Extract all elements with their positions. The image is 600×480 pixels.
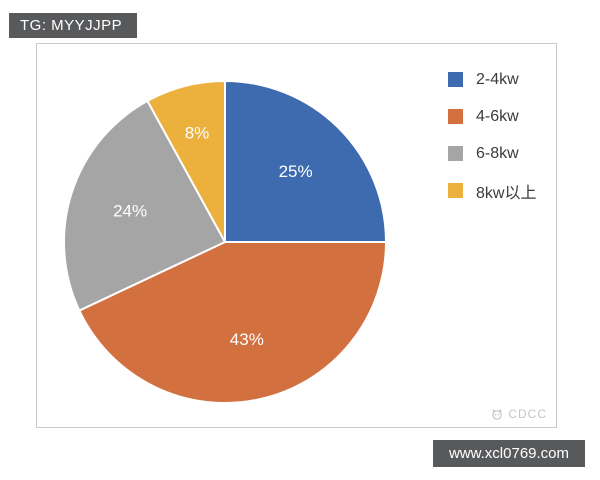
legend-label: 6-8kw bbox=[476, 144, 519, 162]
pie-slice-2-4kw bbox=[224, 80, 387, 243]
legend-item-8kw以上: 8kw以上 bbox=[448, 172, 536, 209]
chart-legend: 2-4kw 4-6kw 6-8kw 8kw以上 bbox=[448, 61, 536, 209]
footer-url-bar: www.xcl0769.com bbox=[433, 440, 585, 467]
legend-label: 4-6kw bbox=[476, 107, 519, 125]
pie-slice-4-6kw bbox=[78, 241, 387, 404]
pie-slice-8kw以上 bbox=[146, 80, 226, 243]
watermark: CDCC bbox=[490, 407, 547, 421]
legend-swatch-icon bbox=[448, 72, 463, 87]
legend-item-6-8kw: 6-8kw bbox=[448, 135, 536, 172]
footer-url-label: www.xcl0769.com bbox=[448, 445, 570, 462]
legend-item-2-4kw: 2-4kw bbox=[448, 61, 536, 98]
source-tag: TG: MYYJJPP bbox=[9, 13, 137, 38]
pie-slice-6-8kw bbox=[63, 99, 226, 312]
pie-data-label-4-6kw: 43% bbox=[230, 330, 264, 349]
source-tag-label: TG: MYYJJPP bbox=[20, 17, 123, 34]
legend-label: 2-4kw bbox=[476, 70, 519, 88]
pie-data-label-2-4kw: 25% bbox=[279, 162, 313, 181]
pie-data-label-6-8kw: 24% bbox=[113, 202, 147, 221]
legend-item-4-6kw: 4-6kw bbox=[448, 98, 536, 135]
watermark-label: CDCC bbox=[508, 407, 547, 421]
cdcc-logo-icon bbox=[492, 409, 503, 420]
legend-swatch-icon bbox=[448, 183, 463, 198]
legend-label: 8kw以上 bbox=[476, 184, 537, 202]
pie-data-label-8kw以上: 8% bbox=[185, 123, 210, 142]
pie-chart: 25% 43% 24% 8% bbox=[63, 80, 387, 404]
legend-swatch-icon bbox=[448, 146, 463, 161]
legend-swatch-icon bbox=[448, 109, 463, 124]
chart-panel: 25% 43% 24% 8% 2-4kw 4-6kw 6-8kw 8kw以上 CDCC bbox=[36, 43, 557, 428]
